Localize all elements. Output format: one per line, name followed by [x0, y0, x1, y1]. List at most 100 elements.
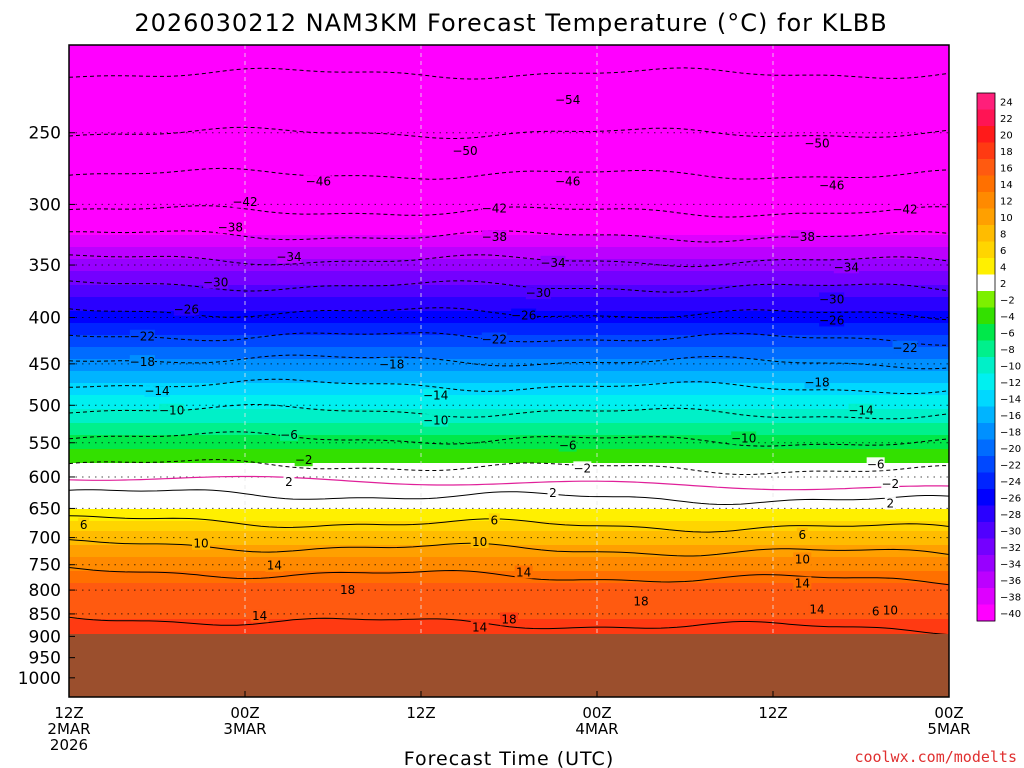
heat-strip: [69, 559, 949, 562]
isotherm-line: [69, 280, 949, 293]
heat-strip: [69, 167, 949, 170]
heat-strip: [69, 107, 949, 110]
heat-strip: [69, 293, 949, 296]
heat-strip: [69, 479, 949, 482]
contour-label: −14: [144, 384, 169, 398]
heat-strip: [69, 525, 949, 528]
heat-strip: [69, 99, 949, 102]
colorbar-swatch: [977, 505, 995, 523]
heat-strip: [69, 429, 949, 432]
heat-strip: [69, 369, 949, 372]
heat-strip: [69, 405, 949, 408]
colorbar-label: 12: [1000, 196, 1013, 207]
contour-label: 2: [887, 497, 895, 511]
heat-strip: [69, 609, 949, 612]
heat-strip: [69, 109, 949, 112]
heat-strip: [69, 451, 949, 454]
heat-strip: [69, 511, 949, 514]
heat-strip: [69, 141, 949, 144]
heat-strip: [69, 203, 949, 206]
heat-strip: [69, 253, 949, 256]
contour-label-bg: [525, 286, 551, 300]
heat-strip: [69, 319, 949, 322]
heat-strip: [69, 477, 949, 480]
heat-strip: [69, 389, 949, 392]
heat-strip: [69, 415, 949, 418]
contour-label-bg: [488, 513, 500, 527]
contour-label-bg: [379, 357, 405, 371]
heat-strip: [69, 157, 949, 160]
heat-strip: [69, 517, 949, 520]
heat-strip: [69, 259, 949, 262]
heat-strip: [69, 485, 949, 488]
heat-strip: [69, 237, 949, 240]
heat-strip: [69, 471, 949, 474]
heat-strip: [69, 179, 949, 182]
contour-label-bg: [173, 302, 199, 316]
heat-strip: [69, 375, 949, 378]
heat-strip: [69, 449, 949, 452]
heat-strip: [69, 553, 949, 556]
colorbar-label: −16: [1000, 411, 1021, 422]
heat-strip: [69, 47, 949, 50]
heat-strip: [69, 79, 949, 82]
heat-strip: [69, 529, 949, 532]
contour-label-bg: [338, 583, 357, 597]
heat-strip: [69, 147, 949, 150]
contour-label: 2: [285, 475, 293, 489]
y-tick-label: 250: [29, 124, 61, 144]
heat-strip: [69, 61, 949, 64]
isotherm-line: [69, 489, 949, 506]
heat-strip: [69, 119, 949, 122]
colorbar-swatch: [977, 423, 995, 440]
heat-strip: [69, 563, 949, 566]
y-tick-label: 350: [29, 256, 61, 276]
heat-strip: [69, 349, 949, 352]
heat-strip: [69, 467, 949, 470]
heat-strip: [69, 539, 949, 542]
colorbar-label: 16: [1000, 163, 1013, 174]
heat-strip: [69, 143, 949, 146]
contour-label-bg: [881, 603, 900, 617]
heat-strip: [69, 383, 949, 386]
heat-strip: [69, 135, 949, 138]
heat-strip: [69, 505, 949, 508]
heat-strip: [69, 599, 949, 602]
contour-label: 10: [883, 604, 898, 618]
contour-label-bg: [804, 136, 830, 150]
x-tick-label: 00Z: [582, 704, 611, 722]
heat-strip: [69, 495, 949, 498]
heat-strip: [69, 261, 949, 264]
heat-strip: [69, 345, 949, 348]
x-axis-title: Forecast Time (UTC): [404, 748, 614, 768]
isotherm-contours: [69, 67, 949, 636]
heat-strip: [69, 561, 949, 564]
heat-strip: [69, 233, 949, 236]
colorbar-swatch: [977, 291, 995, 308]
heat-strip: [69, 159, 949, 162]
heat-strip: [69, 425, 949, 428]
heat-strip: [69, 295, 949, 298]
heat-strip: [69, 463, 949, 466]
heat-strip: [69, 371, 949, 374]
heat-strip: [69, 85, 949, 88]
heat-strip: [69, 55, 949, 58]
heat-strip: [69, 195, 949, 198]
x-tick-label: 12Z: [758, 704, 787, 722]
heat-strip: [69, 565, 949, 568]
heat-strip: [69, 629, 949, 632]
heat-strip: [69, 453, 949, 456]
heat-strip: [69, 201, 949, 204]
heat-strip: [69, 95, 949, 98]
heat-strip: [69, 595, 949, 598]
heat-strip: [69, 437, 949, 440]
x-tick-label: 00Z: [230, 704, 259, 722]
colorbar-swatch: [977, 522, 995, 539]
heat-strip: [69, 475, 949, 478]
contour-label-bg: [470, 620, 489, 634]
colorbar-swatch: [977, 555, 995, 572]
heat-strip: [69, 343, 949, 346]
heat-strip: [69, 211, 949, 214]
isotherm-line: [69, 205, 949, 218]
contour-label-bg: [804, 375, 830, 389]
